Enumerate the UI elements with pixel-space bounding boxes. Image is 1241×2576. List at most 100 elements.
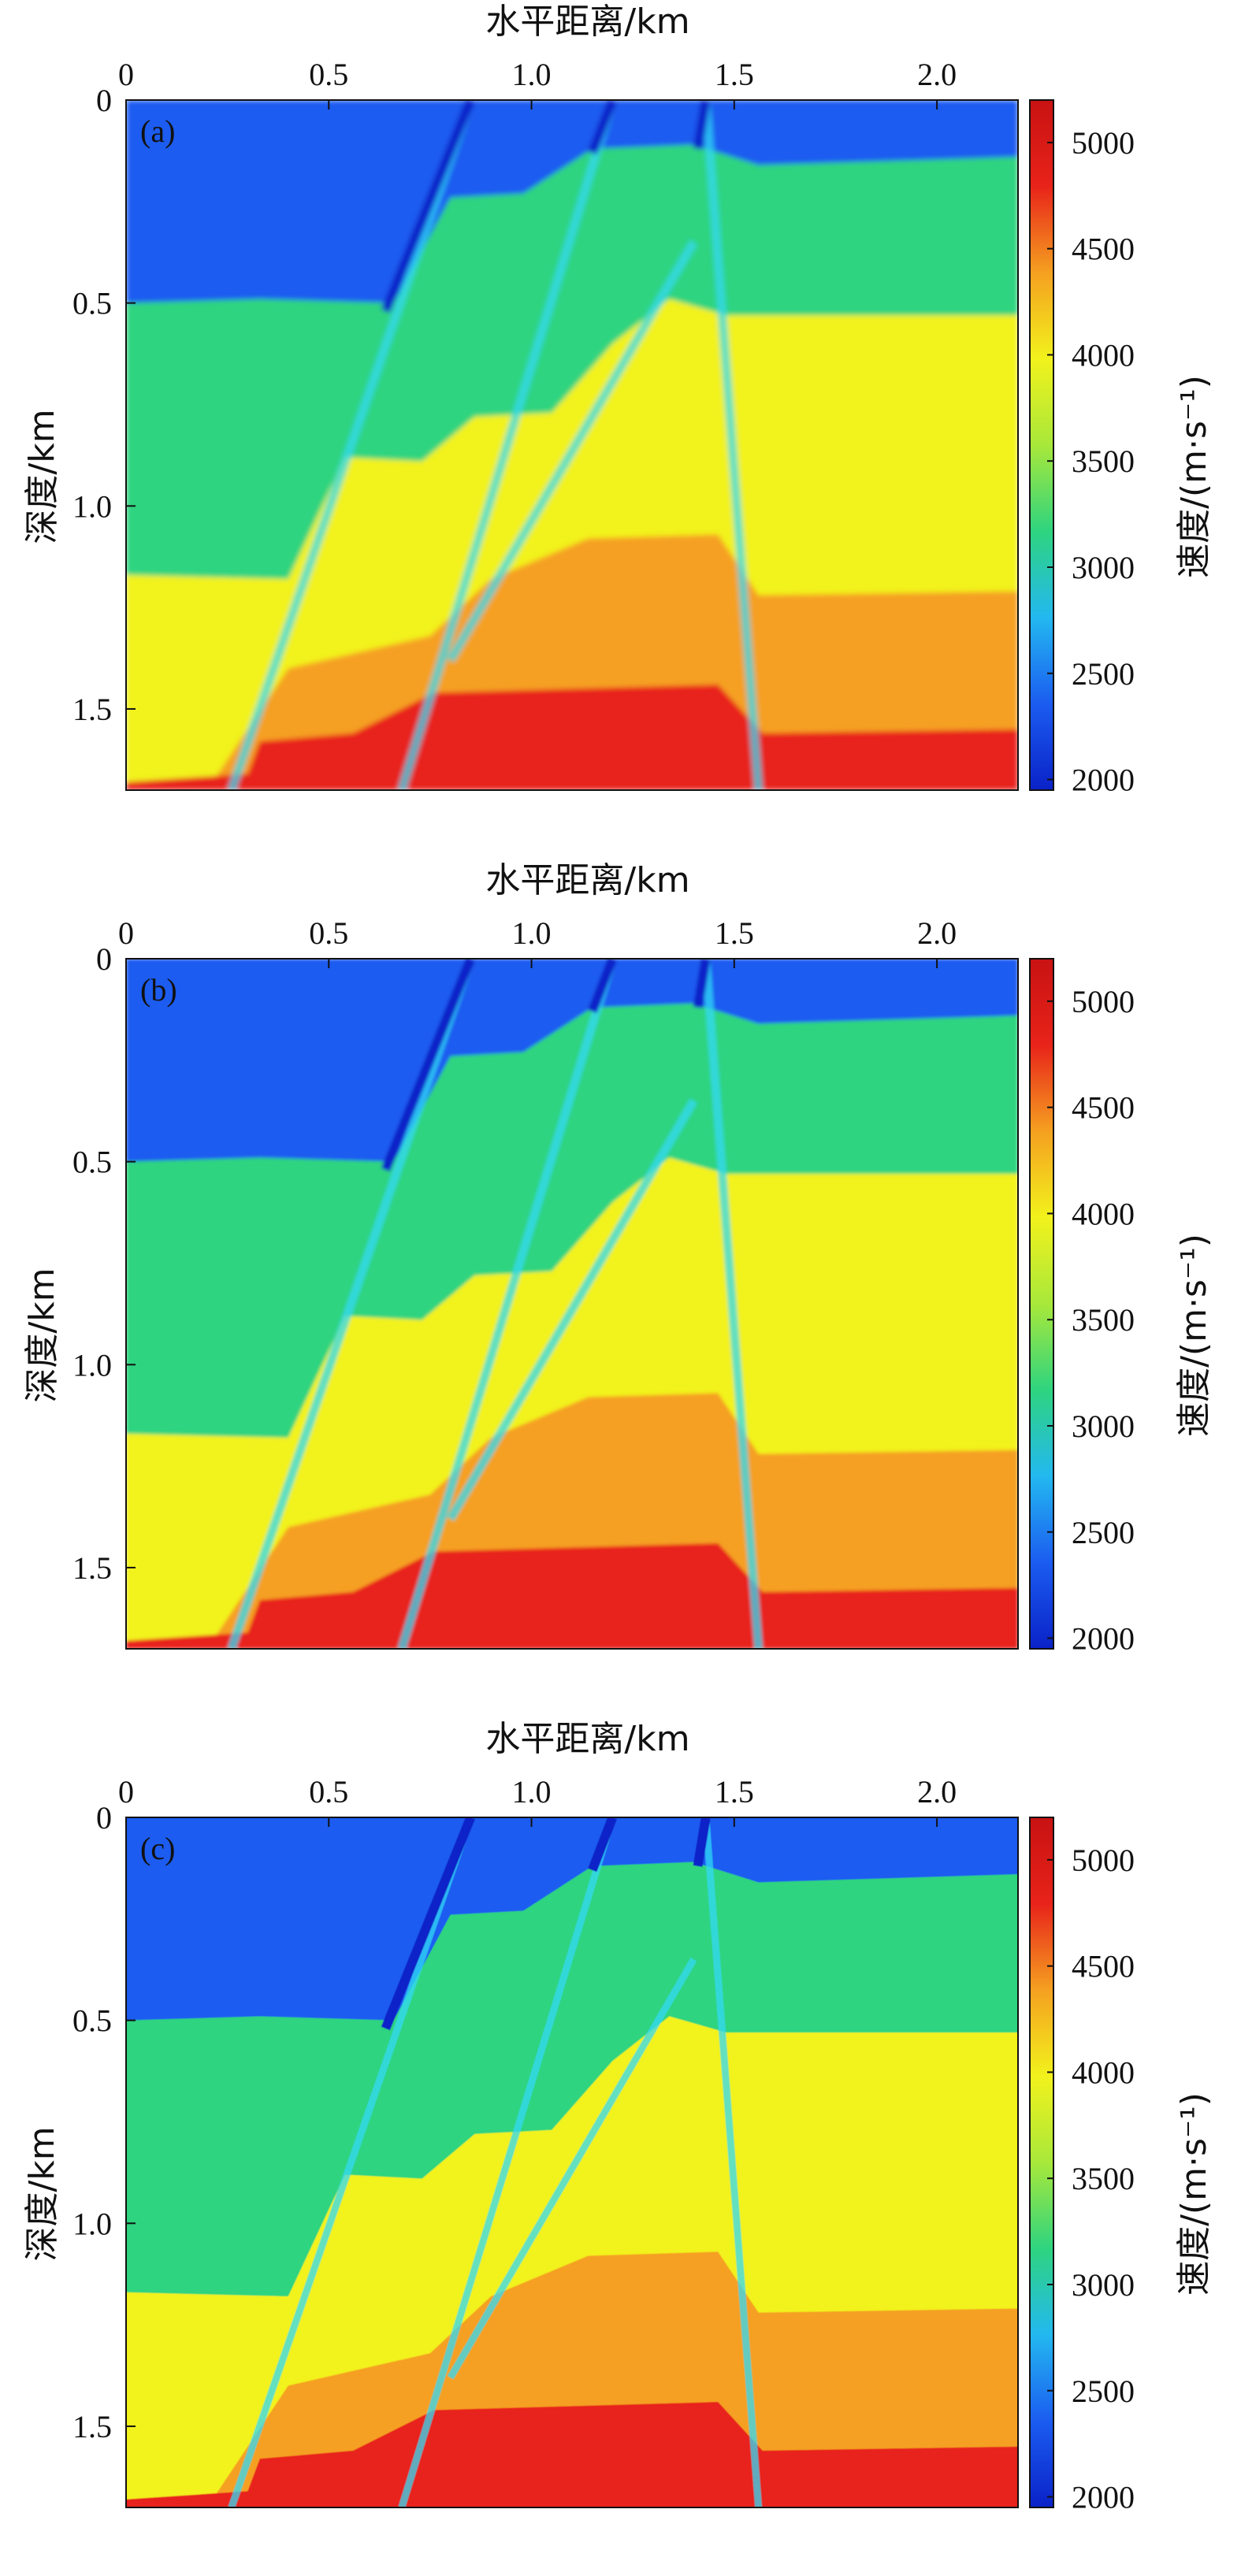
y-tick-label: 1.5 [72, 1550, 112, 1586]
fault-line [446, 239, 698, 663]
fault-line-shallow [381, 1817, 475, 2031]
colorbar-tick-label: 3500 [1072, 1302, 1135, 1338]
velocity-model-chart: 水平距离/km 0 0.5 1.0 1.5 2.0 深度/km 0 0.5 1.0 1.5 (b) 20… [22, 860, 1214, 1657]
x-axis-title: 水平距离/km [485, 2, 689, 42]
fault-line [446, 1098, 698, 1521]
colorbar-tick-label: 3500 [1072, 2161, 1135, 2196]
fault-line [701, 959, 764, 1649]
x-tick-label: 0 [118, 57, 134, 92]
colorbar-tick-label: 4500 [1072, 232, 1135, 267]
y-tick-label: 0 [96, 1800, 112, 1835]
fault-line [228, 1817, 474, 2507]
colorbar-title: 速度/(m·s⁻¹) [1174, 1234, 1214, 1437]
x-tick-label: 1.0 [512, 915, 552, 951]
y-tick-label: 1.5 [72, 2409, 112, 2444]
y-tick-label: 1.0 [72, 2206, 112, 2241]
x-tick-label: 0 [118, 915, 134, 951]
colorbar-tick-label: 5000 [1072, 125, 1135, 161]
x-axis-title: 水平距离/km [485, 860, 689, 900]
velocity-model-chart: 水平距离/km 0 0.5 1.0 1.5 2.0 深度/km 0 0.5 1.0 1.5 (a) 20… [22, 2, 1214, 798]
panel-label: (a) [140, 113, 175, 149]
colorbar-tick-label: 5000 [1072, 984, 1135, 1019]
y-tick-label: 1.0 [72, 488, 112, 524]
colorbar-tick-label: 4500 [1072, 1090, 1135, 1126]
fault-line [447, 1958, 697, 2380]
x-tick-label: 1.5 [715, 915, 754, 951]
fault-line-shallow [693, 959, 711, 1008]
fault-line [397, 959, 617, 1649]
x-tick-label: 0.5 [309, 1774, 348, 1810]
panel-label: (b) [140, 972, 177, 1008]
x-tick-label: 0.5 [309, 915, 348, 951]
layer-5-region [126, 1543, 1018, 1649]
layer-4-region [126, 1393, 1018, 1649]
y-tick-label: 0 [96, 941, 112, 977]
layer-4-region [126, 534, 1018, 790]
colorbar-tick-label: 2500 [1072, 2374, 1135, 2409]
velocity-model-chart: 水平距离/km 0 0.5 1.0 1.5 2.0 深度/km 0 0.5 1.0 1.5 (c) 20… [22, 1719, 1214, 2515]
layer-5-region [126, 685, 1018, 790]
y-tick-label: 0.5 [72, 286, 112, 321]
y-tick-label: 1.0 [72, 1347, 112, 1383]
colorbar-tick-label: 3000 [1072, 1409, 1135, 1444]
x-tick-label: 1.0 [512, 1774, 552, 1810]
fault-line-shallow [588, 100, 618, 155]
colorbar-tick-label: 5000 [1072, 1843, 1135, 1878]
colorbar [1029, 1817, 1054, 2508]
fault-line [227, 100, 475, 790]
fault-line-shallow [588, 959, 618, 1014]
x-tick-label: 0 [118, 1774, 134, 1810]
colorbar [1029, 99, 1054, 791]
x-tick-label: 2.0 [917, 57, 957, 92]
plot-frame [125, 958, 1019, 1650]
y-tick-label: 0.5 [72, 2003, 112, 2039]
fault-line-shallow [381, 959, 475, 1172]
colorbar-tick-label: 2000 [1072, 763, 1135, 798]
figure-page: { "chart_data": [ { "type": "heatmap", "… [0, 0, 1241, 2515]
x-tick-label: 1.5 [715, 57, 754, 92]
fault-line [702, 1817, 763, 2507]
colorbar-tick-label: 4000 [1072, 337, 1135, 373]
colorbar-tick-label: 3500 [1072, 444, 1135, 479]
fault-line-shallow [693, 1817, 711, 1867]
velocity-panel-b: 水平距离/km 0 0.5 1.0 1.5 2.0 深度/km 0 0.5 1.0 1.5 (b) 20… [0, 859, 1241, 1717]
velocity-panel-c: 水平距离/km 0 0.5 1.0 1.5 2.0 深度/km 0 0.5 1.0 1.5 (c) 20… [0, 1717, 1241, 2576]
fault-line [701, 100, 764, 790]
colorbar-tick-label: 4000 [1072, 2054, 1135, 2090]
plot-frame [125, 1817, 1019, 2508]
panel-label: (c) [140, 1831, 175, 1866]
x-tick-label: 0.5 [309, 57, 348, 92]
y-axis-title: 深度/km [22, 2126, 62, 2261]
colorbar-tick-label: 2000 [1072, 2480, 1135, 2515]
colorbar-tick-label: 2000 [1072, 1621, 1135, 1657]
fault-line [398, 1817, 616, 2507]
fault-line-shallow [693, 100, 711, 150]
y-tick-label: 0.5 [72, 1145, 112, 1180]
y-tick-label: 1.5 [72, 692, 112, 727]
layer-5-region [126, 2402, 1018, 2507]
x-tick-label: 1.5 [715, 1774, 754, 1810]
fault-line [227, 959, 475, 1649]
colorbar-tick-label: 4000 [1072, 1196, 1135, 1231]
x-tick-label: 1.0 [512, 57, 552, 92]
fault-line [397, 100, 617, 790]
y-tick-label: 0 [96, 83, 112, 118]
colorbar-tick-label: 4500 [1072, 1949, 1135, 1984]
colorbar-tick-label: 2500 [1072, 1515, 1135, 1550]
fault-line-shallow [588, 1817, 618, 1873]
colorbar-tick-label: 3000 [1072, 2267, 1135, 2303]
colorbar-tick-label: 3000 [1072, 550, 1135, 585]
x-tick-label: 2.0 [917, 915, 957, 951]
x-tick-label: 2.0 [917, 1774, 957, 1810]
x-axis-title: 水平距离/km [485, 1719, 689, 1759]
y-axis-title: 深度/km [22, 409, 62, 544]
colorbar-title: 速度/(m·s⁻¹) [1174, 375, 1214, 578]
plot-frame [125, 99, 1019, 791]
layer-4-region [126, 2251, 1018, 2507]
colorbar [1029, 958, 1054, 1650]
fault-line-shallow [381, 100, 475, 314]
velocity-panel-a: 水平距离/km 0 0.5 1.0 1.5 2.0 深度/km 0 0.5 1.0 1.5 (a) 20… [0, 0, 1241, 859]
colorbar-title: 速度/(m·s⁻¹) [1174, 2092, 1214, 2296]
y-axis-title: 深度/km [22, 1268, 62, 1402]
colorbar-tick-label: 2500 [1072, 656, 1135, 692]
